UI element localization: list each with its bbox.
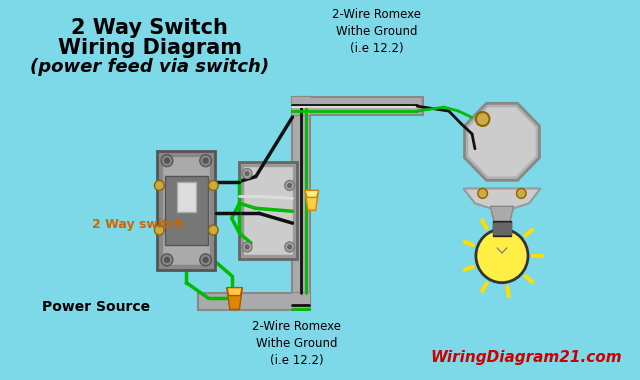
Circle shape	[209, 225, 218, 235]
Circle shape	[476, 229, 528, 283]
Circle shape	[285, 242, 294, 252]
Bar	[243, 166, 294, 255]
Circle shape	[476, 112, 490, 126]
Circle shape	[478, 188, 488, 198]
Circle shape	[287, 245, 292, 249]
Polygon shape	[305, 190, 319, 210]
Polygon shape	[305, 190, 319, 197]
Text: Wiring Diagram: Wiring Diagram	[58, 38, 242, 58]
Bar	[198, 293, 310, 310]
Circle shape	[161, 254, 173, 266]
Circle shape	[516, 188, 526, 198]
Polygon shape	[227, 288, 243, 309]
Polygon shape	[469, 108, 535, 176]
Circle shape	[154, 180, 164, 190]
Circle shape	[245, 172, 249, 176]
Circle shape	[245, 245, 249, 249]
Bar	[162, 156, 211, 265]
Circle shape	[285, 180, 294, 190]
Text: WiringDiagram21.com: WiringDiagram21.com	[430, 350, 622, 365]
Bar	[493, 229, 511, 231]
Polygon shape	[227, 288, 243, 296]
Circle shape	[154, 225, 164, 235]
Polygon shape	[490, 206, 513, 223]
Bar	[493, 226, 511, 228]
Bar	[292, 97, 423, 115]
Bar	[493, 221, 511, 236]
Polygon shape	[463, 188, 541, 208]
Bar	[177, 182, 196, 212]
Circle shape	[204, 257, 208, 262]
Text: (power feed via switch): (power feed via switch)	[30, 57, 269, 76]
Bar	[493, 232, 511, 234]
Bar	[157, 151, 215, 270]
Circle shape	[161, 155, 173, 166]
Circle shape	[164, 158, 170, 163]
Polygon shape	[465, 103, 540, 180]
Circle shape	[243, 169, 252, 179]
Bar	[292, 97, 310, 115]
Text: 2-Wire Romexe
Withe Ground
(i.e 12.2): 2-Wire Romexe Withe Ground (i.e 12.2)	[332, 8, 421, 55]
Circle shape	[204, 158, 208, 163]
Circle shape	[200, 155, 211, 166]
Circle shape	[209, 180, 218, 190]
Bar	[493, 223, 511, 225]
Circle shape	[243, 242, 252, 252]
Bar	[292, 97, 310, 306]
Text: 2 Way Switch: 2 Way Switch	[71, 18, 228, 38]
Circle shape	[164, 257, 170, 262]
Bar	[239, 162, 298, 259]
Bar	[165, 176, 207, 245]
Text: 2 Way switch: 2 Way switch	[92, 218, 184, 231]
Circle shape	[287, 184, 292, 187]
Text: Power Source: Power Source	[42, 299, 150, 313]
Circle shape	[200, 254, 211, 266]
Bar	[292, 293, 310, 310]
Text: 2-Wire Romexe
Withe Ground
(i.e 12.2): 2-Wire Romexe Withe Ground (i.e 12.2)	[252, 320, 341, 367]
